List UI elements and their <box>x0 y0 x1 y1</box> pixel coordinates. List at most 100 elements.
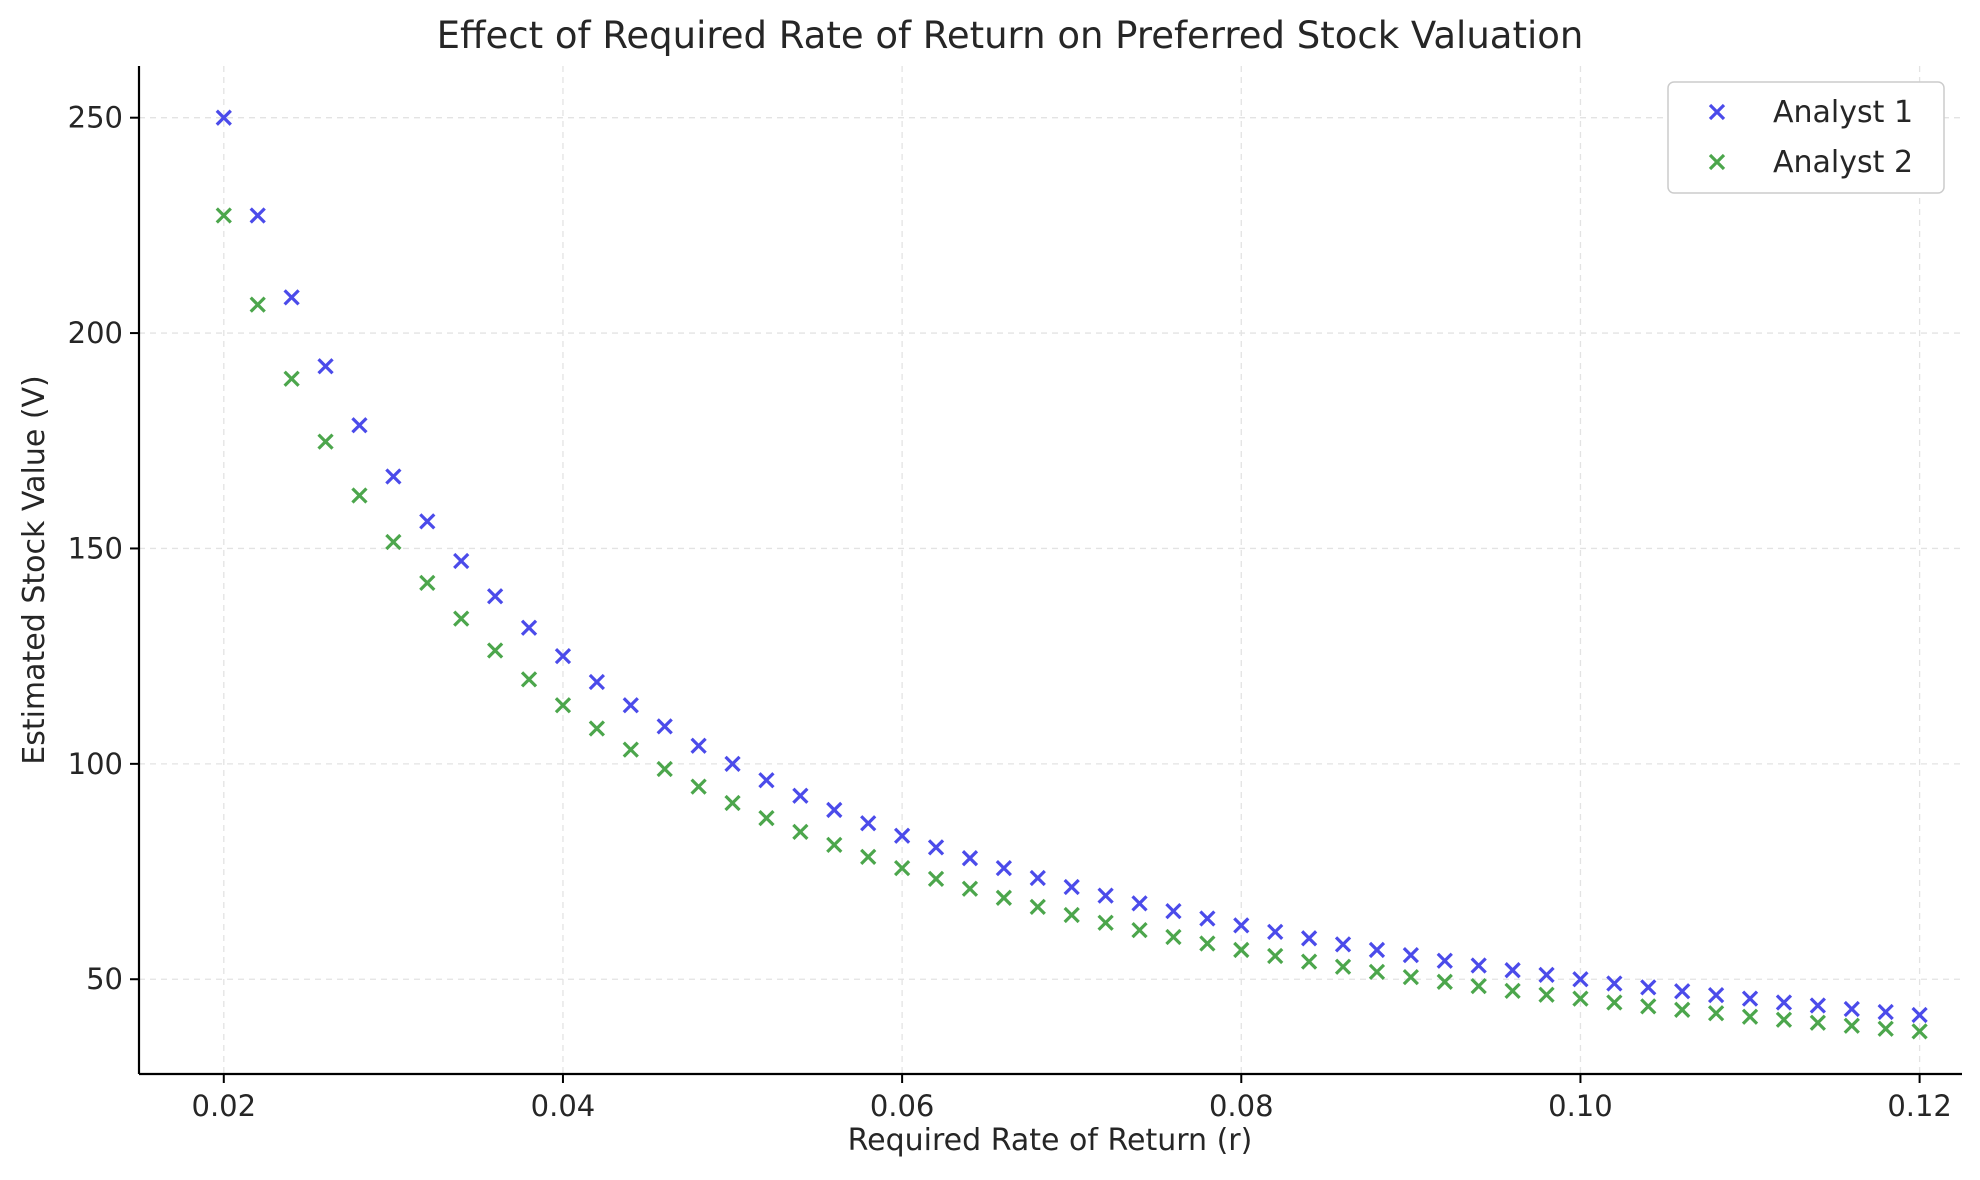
data-point <box>1233 917 1250 934</box>
data-point <box>792 823 809 841</box>
data-point <box>1809 997 1826 1014</box>
data-point <box>656 760 673 778</box>
data-point <box>1063 906 1080 924</box>
legend-marker <box>1708 103 1726 121</box>
data-point <box>1199 910 1216 927</box>
data-point <box>1199 935 1216 952</box>
data-point <box>1775 994 1793 1011</box>
x-tick-label: 0.02 <box>192 1089 257 1123</box>
data-point <box>927 870 945 887</box>
x-tick-label: 0.04 <box>531 1089 596 1123</box>
legend-box <box>1667 81 1945 194</box>
data-point <box>351 487 368 504</box>
data-point <box>1911 1006 1928 1024</box>
data-point <box>860 848 877 866</box>
data-point <box>1165 903 1182 920</box>
data-point <box>1741 1008 1759 1025</box>
data-point <box>1504 982 1521 999</box>
data-point <box>1402 946 1419 964</box>
x-tick-label: 0.08 <box>1209 1089 1274 1123</box>
x-tick-label: 0.06 <box>870 1089 935 1123</box>
y-tick-label: 200 <box>68 316 123 350</box>
data-point <box>215 109 232 126</box>
data-point <box>1131 895 1148 912</box>
data-point <box>1470 957 1487 974</box>
data-point <box>961 850 979 867</box>
legend-marker <box>1708 153 1726 171</box>
data-point <box>1233 941 1250 959</box>
data-point <box>622 697 639 714</box>
data-point <box>826 836 843 853</box>
data-point <box>385 533 402 551</box>
data-point <box>893 859 911 877</box>
data-point <box>690 778 707 795</box>
data-point <box>656 718 673 735</box>
data-point <box>1368 963 1386 981</box>
data-point <box>1131 921 1148 939</box>
data-point <box>1300 953 1318 970</box>
data-point <box>1165 928 1182 946</box>
data-point <box>1606 975 1623 992</box>
data-point <box>1300 930 1318 947</box>
data-point <box>1538 966 1555 984</box>
data-point <box>554 697 572 714</box>
y-ticks: 50 100 150 200 250 <box>68 101 139 996</box>
data-point <box>249 296 266 313</box>
data-point <box>1368 941 1386 959</box>
data-point <box>860 815 877 832</box>
data-point <box>1877 1020 1894 1037</box>
data-point <box>317 358 334 375</box>
data-point <box>520 619 538 636</box>
data-point <box>1029 898 1046 915</box>
data-point <box>1402 968 1419 986</box>
y-tick-label: 150 <box>68 531 123 565</box>
data-point <box>961 880 979 897</box>
data-point <box>419 574 436 592</box>
x-axis-label: Required Rate of Return (r) <box>848 1123 1253 1158</box>
data-point <box>1436 952 1453 969</box>
data-point <box>1640 979 1657 996</box>
x-tick-label: 0.12 <box>1887 1089 1952 1123</box>
data-point <box>1843 1017 1860 1034</box>
data-point <box>1063 878 1080 896</box>
chart-title: Effect of Required Rate of Return on Pre… <box>437 14 1584 57</box>
y-tick-label: 250 <box>68 101 123 135</box>
legend-entry: Analyst 1 <box>1773 95 1913 130</box>
data-point <box>486 642 504 659</box>
data-point <box>1029 869 1046 887</box>
data-point <box>995 859 1013 877</box>
data-point <box>520 671 538 688</box>
x-ticks: 0.02 0.04 0.06 0.08 0.10 0.12 <box>192 1074 1952 1123</box>
data-point <box>249 207 266 224</box>
data-point <box>1572 971 1589 988</box>
data-point <box>1707 987 1725 1004</box>
data-point <box>1097 887 1114 904</box>
y-tick-label: 50 <box>86 962 123 996</box>
data-point <box>453 552 470 570</box>
data-point <box>1911 1023 1928 1040</box>
data-point <box>622 741 639 758</box>
data-point <box>1877 1003 1894 1021</box>
data-point <box>758 809 775 827</box>
data-point <box>1843 1000 1860 1018</box>
data-point <box>351 417 368 434</box>
data-point <box>893 827 911 844</box>
data-point <box>758 772 775 789</box>
data-points <box>215 109 1928 1040</box>
data-point <box>283 289 300 306</box>
data-point <box>1775 1011 1793 1028</box>
data-point <box>1436 973 1453 990</box>
data-point <box>1674 983 1691 1000</box>
data-point <box>1267 923 1284 940</box>
data-point <box>283 370 300 387</box>
y-axis-label: Estimated Stock Value (V) <box>17 375 52 765</box>
series-2 <box>215 207 1928 1040</box>
data-point <box>1572 990 1589 1007</box>
data-point <box>385 468 402 485</box>
data-point <box>588 720 606 737</box>
data-point <box>690 737 707 754</box>
data-point <box>554 648 572 665</box>
data-point <box>1334 936 1352 953</box>
